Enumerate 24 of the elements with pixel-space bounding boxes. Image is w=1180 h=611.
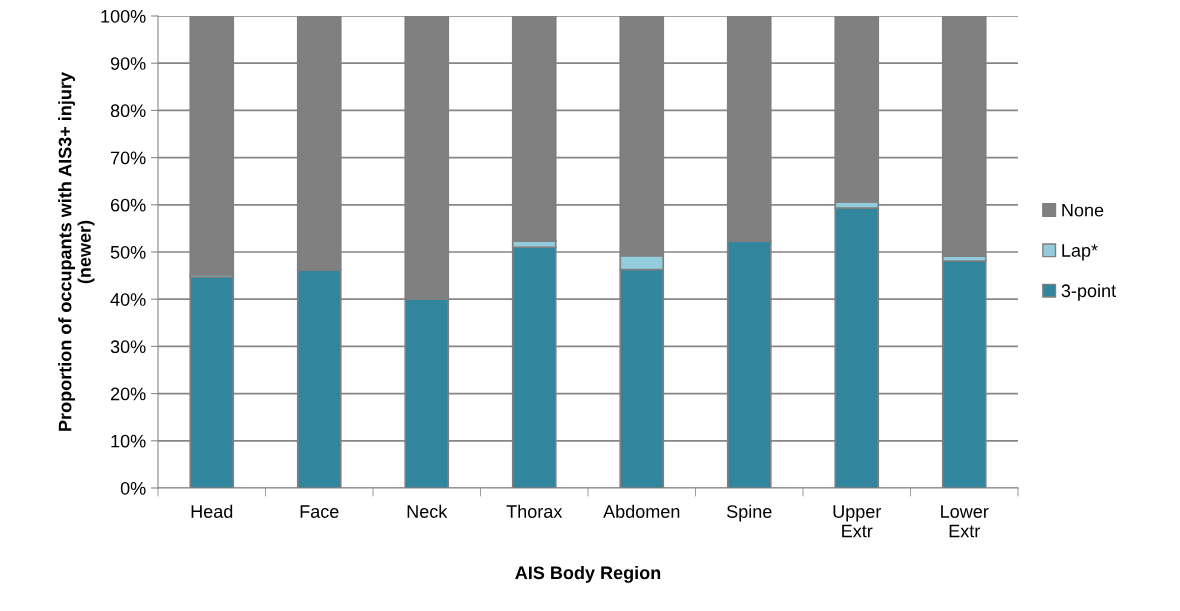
x-tick-label: Face bbox=[300, 505, 339, 518]
x-tick-label: Thorax bbox=[506, 504, 563, 518]
x-tick-label: Lower Extr bbox=[941, 505, 989, 538]
y-tick-label: 80% bbox=[110, 104, 146, 118]
y-axis-title: Proportion of occupants with AIS3+ injury (newer) bbox=[58, 72, 95, 431]
y-tick-label: 20% bbox=[110, 387, 146, 401]
legend-label: Lap* bbox=[1062, 244, 1098, 261]
y-tick-label: 10% bbox=[111, 434, 146, 448]
y-tick-label: 30% bbox=[110, 340, 146, 354]
y-tick-label: 90% bbox=[110, 57, 146, 70]
y-tick-label: 50% bbox=[110, 245, 146, 259]
legend-label: 3-point bbox=[1061, 283, 1116, 301]
legend-label: None bbox=[1062, 203, 1104, 217]
y-tick-label: 0% bbox=[120, 481, 146, 495]
y-tick-label: 40% bbox=[110, 293, 146, 306]
x-tick-label: Upper Extr bbox=[833, 505, 882, 538]
x-tick-label: Abdomen bbox=[603, 504, 680, 518]
x-tick-label: Head bbox=[191, 504, 233, 518]
y-tick-label: 70% bbox=[110, 151, 146, 165]
y-tick-label: 100% bbox=[101, 9, 146, 23]
x-tick-label: Spine bbox=[726, 504, 772, 522]
y-tick-label: 60% bbox=[110, 198, 146, 212]
x-axis-title: AIS Body Region bbox=[515, 565, 661, 583]
x-tick-label: Neck bbox=[407, 504, 448, 518]
